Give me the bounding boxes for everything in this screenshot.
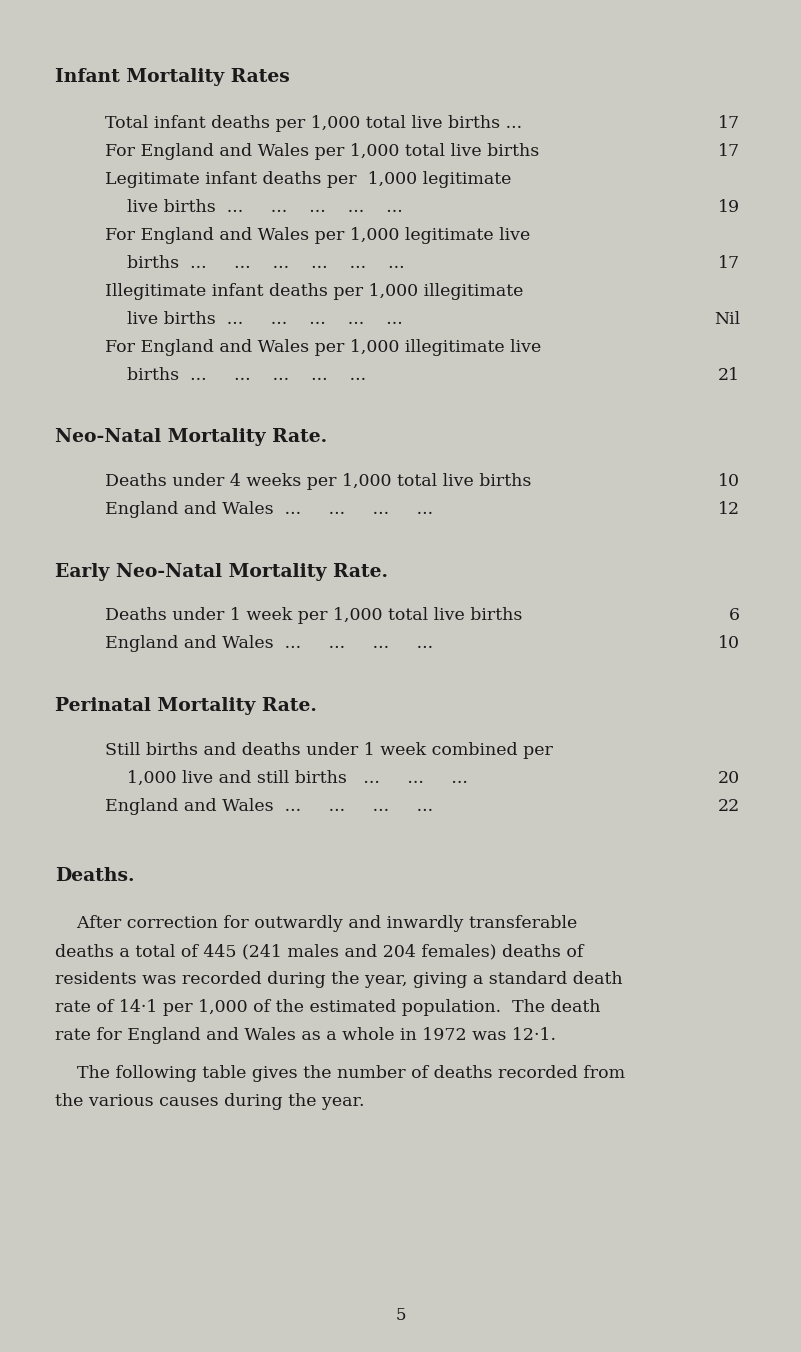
- Text: Nil: Nil: [714, 311, 740, 329]
- Text: live births  ...     ...    ...    ...    ...: live births ... ... ... ... ...: [105, 199, 403, 216]
- Text: 21: 21: [718, 366, 740, 384]
- Text: live births  ...     ...    ...    ...    ...: live births ... ... ... ... ...: [105, 311, 403, 329]
- Text: Deaths under 4 weeks per 1,000 total live births: Deaths under 4 weeks per 1,000 total liv…: [105, 473, 531, 489]
- Text: Legitimate infant deaths per  1,000 legitimate: Legitimate infant deaths per 1,000 legit…: [105, 170, 511, 188]
- Text: England and Wales  ...     ...     ...     ...: England and Wales ... ... ... ...: [105, 798, 433, 815]
- Text: 17: 17: [718, 143, 740, 160]
- Text: 17: 17: [718, 256, 740, 272]
- Text: Neo-Natal Mortality Rate.: Neo-Natal Mortality Rate.: [55, 429, 327, 446]
- Text: Early Neo-Natal Mortality Rate.: Early Neo-Natal Mortality Rate.: [55, 562, 388, 581]
- Text: Infant Mortality Rates: Infant Mortality Rates: [55, 68, 290, 87]
- Text: Illegitimate infant deaths per 1,000 illegitimate: Illegitimate infant deaths per 1,000 ill…: [105, 283, 523, 300]
- Text: Total infant deaths per 1,000 total live births ...: Total infant deaths per 1,000 total live…: [105, 115, 522, 132]
- Text: 22: 22: [718, 798, 740, 815]
- Text: Still births and deaths under 1 week combined per: Still births and deaths under 1 week com…: [105, 742, 553, 758]
- Text: 20: 20: [718, 771, 740, 787]
- Text: Deaths.: Deaths.: [55, 867, 135, 886]
- Text: 19: 19: [718, 199, 740, 216]
- Text: The following table gives the number of deaths recorded from: The following table gives the number of …: [55, 1065, 625, 1082]
- Text: residents was recorded during the year, giving a standard death: residents was recorded during the year, …: [55, 971, 622, 988]
- Text: births  ...     ...    ...    ...    ...: births ... ... ... ... ...: [105, 366, 366, 384]
- Text: 10: 10: [718, 473, 740, 489]
- Text: Perinatal Mortality Rate.: Perinatal Mortality Rate.: [55, 698, 317, 715]
- Text: For England and Wales per 1,000 illegitimate live: For England and Wales per 1,000 illegiti…: [105, 339, 541, 356]
- Text: After correction for outwardly and inwardly transferable: After correction for outwardly and inwar…: [55, 915, 578, 932]
- Text: deaths a total of 445 (241 males and 204 females) deaths of: deaths a total of 445 (241 males and 204…: [55, 942, 583, 960]
- Text: Deaths under 1 week per 1,000 total live births: Deaths under 1 week per 1,000 total live…: [105, 607, 522, 625]
- Text: England and Wales  ...     ...     ...     ...: England and Wales ... ... ... ...: [105, 502, 433, 518]
- Text: rate of 14·1 per 1,000 of the estimated population.  The death: rate of 14·1 per 1,000 of the estimated …: [55, 999, 601, 1015]
- Text: 17: 17: [718, 115, 740, 132]
- Text: 6: 6: [729, 607, 740, 625]
- Text: 12: 12: [718, 502, 740, 518]
- Text: For England and Wales per 1,000 total live births: For England and Wales per 1,000 total li…: [105, 143, 539, 160]
- Text: the various causes during the year.: the various causes during the year.: [55, 1092, 364, 1110]
- Text: 5: 5: [395, 1307, 406, 1324]
- Text: 1,000 live and still births   ...     ...     ...: 1,000 live and still births ... ... ...: [105, 771, 468, 787]
- Text: For England and Wales per 1,000 legitimate live: For England and Wales per 1,000 legitima…: [105, 227, 530, 243]
- Text: births  ...     ...    ...    ...    ...    ...: births ... ... ... ... ... ...: [105, 256, 405, 272]
- Text: 10: 10: [718, 635, 740, 652]
- Text: rate for England and Wales as a whole in 1972 was 12·1.: rate for England and Wales as a whole in…: [55, 1028, 556, 1044]
- Text: England and Wales  ...     ...     ...     ...: England and Wales ... ... ... ...: [105, 635, 433, 652]
